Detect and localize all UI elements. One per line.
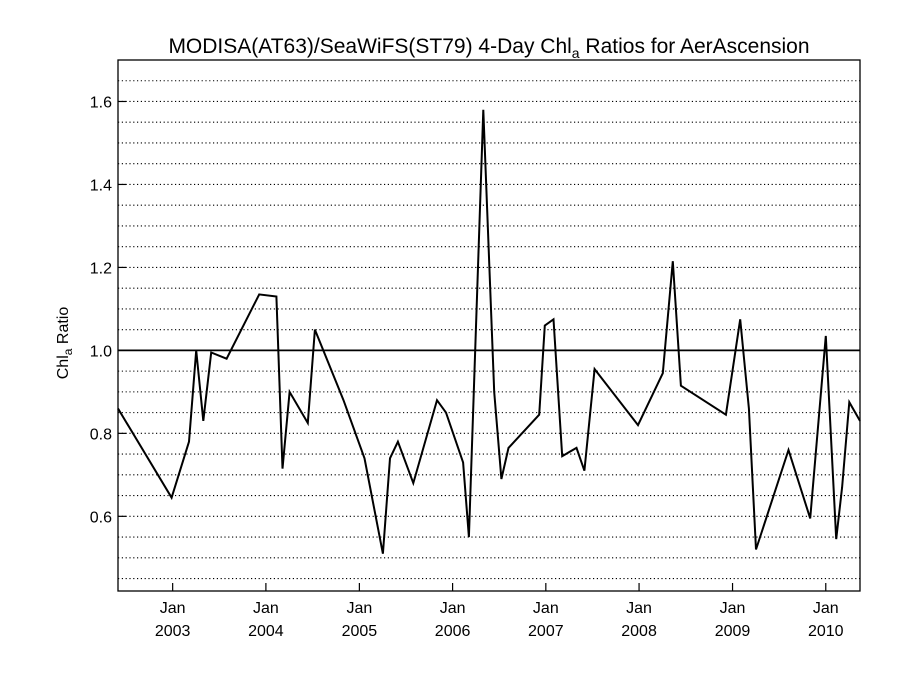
y-tick-label: 1.6 — [90, 94, 112, 111]
y-tick-label: 1.2 — [90, 260, 112, 277]
y-tick-label: 1.0 — [90, 343, 112, 360]
y-axis-label-main: Chl — [55, 355, 72, 379]
x-tick-label-month: Jan — [440, 600, 466, 617]
x-tick-label-year: 2003 — [155, 623, 191, 640]
x-tick-label-year: 2007 — [528, 623, 564, 640]
x-tick-label-month: Jan — [626, 600, 652, 617]
x-tick-label-year: 2004 — [248, 623, 284, 640]
chart-title-subscript: a — [572, 45, 580, 61]
y-tick-label: 1.4 — [90, 177, 112, 194]
x-tick-label-month: Jan — [253, 600, 279, 617]
series-group — [117, 109, 861, 554]
x-axis-ticks: Jan 2003 Jan 2004 Jan 2005 Jan 2006 Jan 2007 Jan 20… — [155, 583, 844, 640]
chart-title-main: MODISA(AT63)/SeaWiFS(ST79) 4-Day Chl — [168, 35, 571, 58]
x-tick-label-year: 2008 — [621, 623, 657, 640]
x-tick-label-year: 2006 — [435, 623, 471, 640]
series-line — [117, 109, 861, 554]
y-axis-label-subscript: a — [61, 348, 75, 355]
chart-title-rest: Ratios for AerAscension — [580, 35, 810, 58]
plot-frame — [117, 59, 861, 592]
gridlines — [118, 59, 860, 580]
x-tick-label-month: Jan — [813, 600, 839, 617]
x-tick-label-year: 2010 — [808, 623, 844, 640]
y-tick-label: 0.8 — [90, 426, 112, 443]
x-tick-label-month: Jan — [160, 600, 186, 617]
y-axis-label-rest: Ratio — [55, 307, 72, 349]
x-tick-label-year: 2005 — [342, 623, 378, 640]
x-tick-label-month: Jan — [533, 600, 559, 617]
y-axis-ticks: 0.6 0.8 1.0 1.2 1.4 1.6 — [90, 94, 126, 526]
x-tick-label-month: Jan — [346, 600, 372, 617]
x-tick-label-month: Jan — [720, 600, 746, 617]
y-axis-label: Chla Ratio — [55, 307, 75, 380]
chart-title: MODISA(AT63)/SeaWiFS(ST79) 4-Day Chla Ra… — [168, 35, 809, 61]
x-tick-label-year: 2009 — [715, 623, 751, 640]
y-tick-label: 0.6 — [90, 509, 112, 526]
